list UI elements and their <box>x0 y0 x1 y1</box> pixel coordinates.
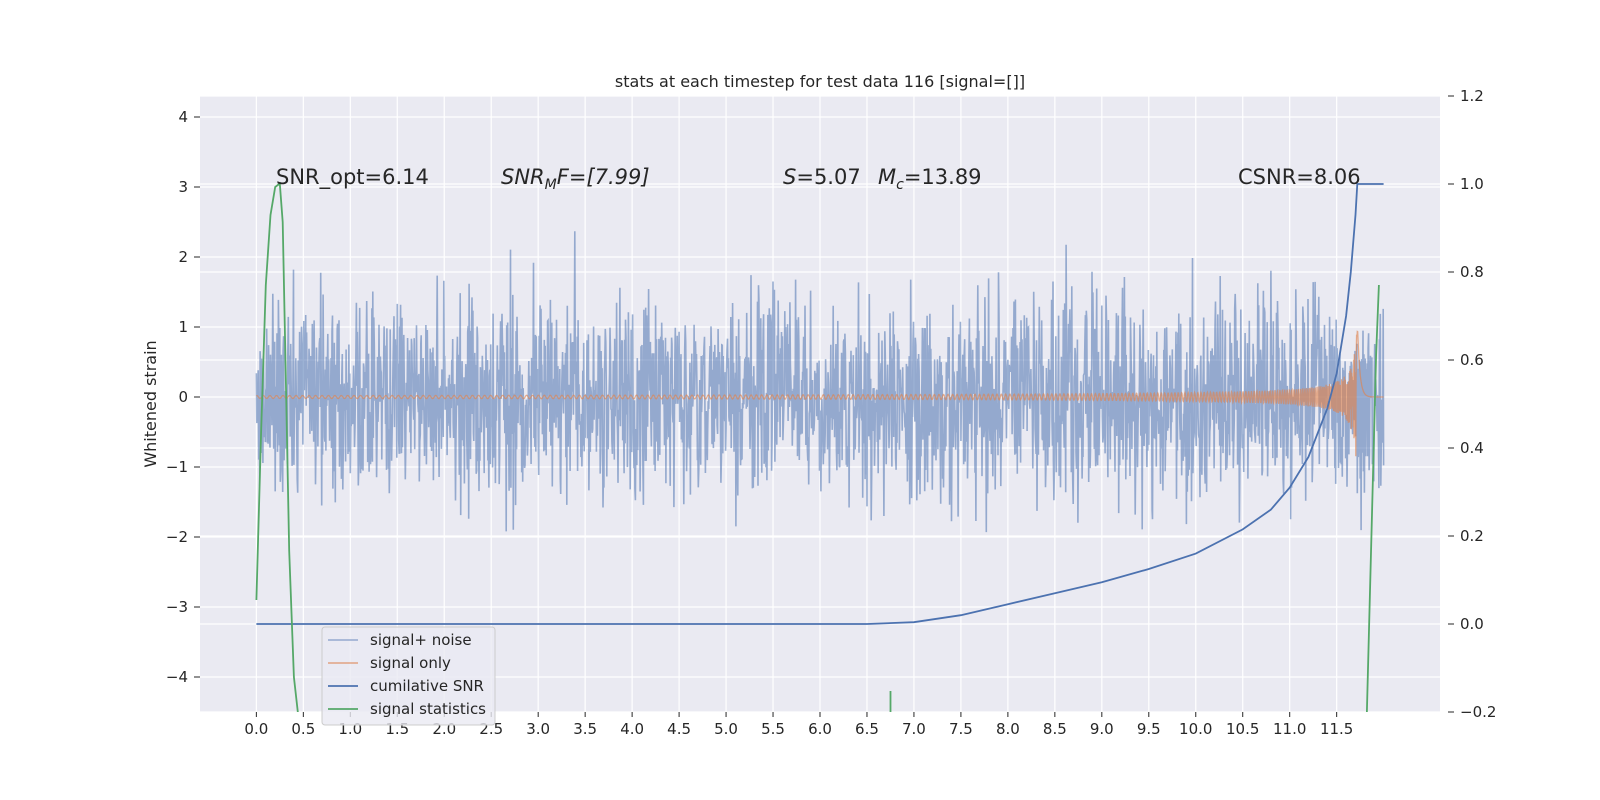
y-tick-label: 0 <box>178 388 188 406</box>
snr-mf-sub: M <box>545 177 557 193</box>
series-signal-statistics <box>255 181 299 712</box>
mc-value: =13.89 <box>904 165 982 189</box>
s-label: S <box>783 165 796 189</box>
y-tick-label: −4 <box>166 668 188 686</box>
y-tick-label: 1 <box>178 318 188 336</box>
legend-label-signal-statistics: signal statistics <box>370 700 486 718</box>
y-axis-left: −4 −3 −2 −1 0 1 2 3 4 <box>166 108 200 686</box>
y-tick-label: −1 <box>166 458 188 476</box>
mc-annotation: Mc=13.89 <box>878 165 982 193</box>
x-tick-label: 11.0 <box>1273 720 1306 738</box>
y-tick-label: 4 <box>178 108 188 126</box>
snr-mf-main: SNR <box>501 165 545 189</box>
x-tick-label: 4.0 <box>620 720 644 738</box>
x-tick-label: 10.5 <box>1226 720 1259 738</box>
y-right-tick-label: 1.2 <box>1460 87 1484 105</box>
x-tick-label: 3.5 <box>573 720 597 738</box>
series-layer <box>255 181 1385 712</box>
y-right-tick-label: 0.8 <box>1460 263 1484 281</box>
series-cumulative-snr <box>256 183 1384 625</box>
x-tick-label: 8.5 <box>1043 720 1067 738</box>
snr-mf-annotation: SNRMF=[7.99] <box>501 165 650 193</box>
y-right-tick-label: −0.2 <box>1460 703 1496 721</box>
x-tick-label: 4.5 <box>667 720 691 738</box>
y-axis-label: Whitened strain <box>141 340 160 467</box>
mc-sub: c <box>896 177 904 193</box>
x-tick-label: 9.0 <box>1090 720 1114 738</box>
chart-title: stats at each timestep for test data 116… <box>615 72 1025 91</box>
y-tick-label: −2 <box>166 528 188 546</box>
y-tick-label: 2 <box>178 248 188 266</box>
x-tick-label: 10.0 <box>1179 720 1212 738</box>
s-value: =5.07 <box>796 165 860 189</box>
x-tick-label: 8.0 <box>996 720 1020 738</box>
x-tick-label: 9.5 <box>1137 720 1161 738</box>
mc-label: M <box>878 165 896 189</box>
y-tick-label: 3 <box>178 178 188 196</box>
y-right-tick-label: 0.6 <box>1460 351 1484 369</box>
x-tick-label: 7.0 <box>902 720 926 738</box>
x-tick-label: 7.5 <box>949 720 973 738</box>
annotations: SNR_opt=6.14 SNRMF=[7.99] S=5.07 Mc=13.8… <box>276 165 1361 193</box>
snr-mf-rest: F=[7.99] <box>557 165 650 189</box>
y-right-tick-label: 0.0 <box>1460 615 1484 633</box>
y-tick-label: −3 <box>166 598 188 616</box>
legend-label-signal-noise: signal+ noise <box>370 631 472 649</box>
series-signal-noise <box>255 231 1385 533</box>
series-signal-only <box>256 330 1384 457</box>
x-tick-label: 0.0 <box>244 720 268 738</box>
series-signal-statistics <box>1365 284 1380 712</box>
x-tick-label: 5.0 <box>714 720 738 738</box>
x-axis: 0.0 0.5 1.0 1.5 2.0 2.5 3.0 3.5 4.0 4.5 5.0 5.5 6.0 6… <box>244 712 1353 738</box>
x-tick-label: 11.5 <box>1320 720 1353 738</box>
s-annotation: S=5.07 <box>783 165 861 189</box>
y-axis-right: −0.2 0.0 0.2 0.4 0.6 0.8 1.0 1.2 <box>1448 87 1496 721</box>
snr-opt-annotation: SNR_opt=6.14 <box>276 165 429 190</box>
x-tick-label: 6.0 <box>808 720 832 738</box>
legend-box <box>321 626 496 726</box>
y-right-tick-label: 1.0 <box>1460 175 1484 193</box>
legend: signal+ noise signal only cumilative SNR… <box>321 626 496 726</box>
x-tick-label: 3.0 <box>526 720 550 738</box>
y-right-tick-label: 0.4 <box>1460 439 1484 457</box>
csnr-annotation: CSNR=8.06 <box>1238 165 1361 189</box>
legend-label-signal-only: signal only <box>370 654 451 672</box>
x-tick-label: 6.5 <box>855 720 879 738</box>
legend-label-cumulative-snr: cumilative SNR <box>370 677 484 695</box>
x-tick-label: 0.5 <box>291 720 315 738</box>
y-right-tick-label: 0.2 <box>1460 527 1484 545</box>
x-tick-label: 5.5 <box>761 720 785 738</box>
